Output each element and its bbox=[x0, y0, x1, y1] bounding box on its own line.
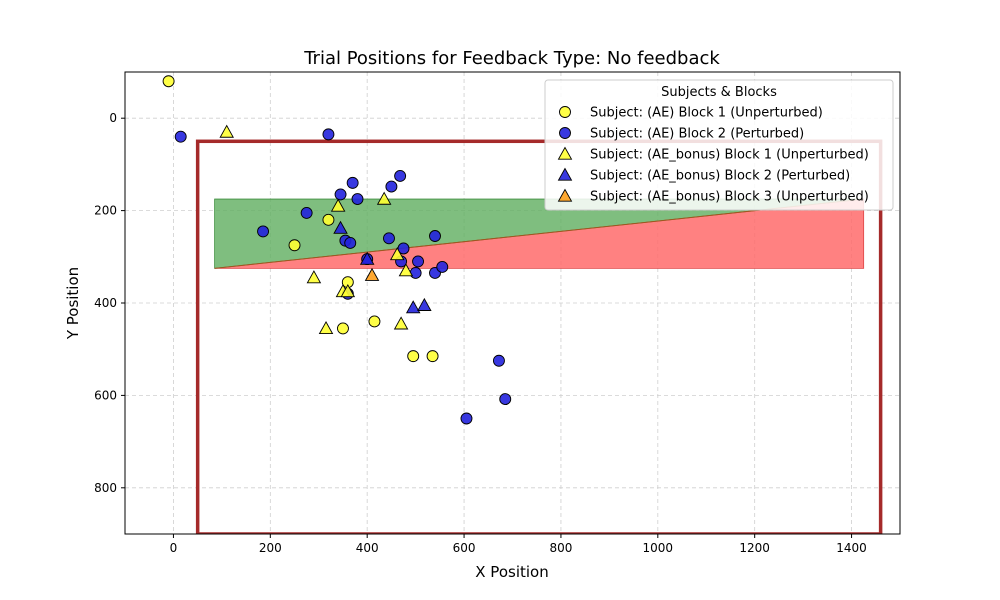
data-point-series-4 bbox=[359, 251, 375, 265]
data-point-series-2 bbox=[300, 206, 313, 219]
data-point-series-1 bbox=[288, 239, 301, 252]
legend: Subjects & Blocks Subject: (AE) Block 1 (… bbox=[544, 79, 894, 211]
plot-regions bbox=[195, 139, 883, 534]
data-point-series-2 bbox=[346, 176, 359, 189]
data-point-series-2 bbox=[383, 232, 395, 245]
data-point-series-2 bbox=[322, 128, 335, 141]
region-divider-line bbox=[214, 198, 864, 269]
y-tick-label: 200 bbox=[94, 204, 117, 218]
data-point-series-3 bbox=[340, 284, 356, 298]
data-points bbox=[162, 75, 512, 425]
data-point-series-4 bbox=[333, 220, 348, 234]
y-tick-label: 800 bbox=[94, 481, 117, 495]
data-point-series-3 bbox=[330, 198, 346, 212]
data-point-series-1 bbox=[162, 75, 175, 88]
data-point-series-3 bbox=[219, 124, 234, 138]
x-tick-label: 400 bbox=[356, 541, 379, 555]
legend-entry-4: Subject: (AE_bonus) Block 2 (Perturbed) bbox=[590, 169, 850, 184]
data-point-series-2 bbox=[460, 412, 473, 425]
data-point-series-2 bbox=[257, 225, 269, 238]
data-point-series-3 bbox=[306, 270, 322, 284]
legend-marker-4 bbox=[557, 167, 573, 181]
data-point-series-2 bbox=[385, 180, 398, 193]
y-axis-label: Y Position bbox=[64, 267, 82, 340]
data-point-series-2 bbox=[334, 188, 347, 201]
legend-entry-5: Subject: (AE_bonus) Block 3 (Unperturbed… bbox=[590, 190, 869, 205]
data-point-series-3 bbox=[398, 263, 414, 277]
legend-box bbox=[544, 79, 894, 211]
legend-entry-2: Subject: (AE) Block 2 (Perturbed) bbox=[590, 127, 804, 142]
data-point-series-2 bbox=[397, 242, 410, 255]
data-point-series-3 bbox=[393, 316, 409, 330]
legend-entry-3: Subject: (AE_bonus) Block 1 (Unperturbed… bbox=[590, 148, 869, 163]
data-point-series-2 bbox=[409, 267, 422, 279]
y-tick-label: 600 bbox=[94, 388, 117, 402]
data-point-series-2 bbox=[351, 193, 364, 206]
data-point-series-3 bbox=[376, 191, 392, 205]
legend-marker-3 bbox=[557, 146, 573, 160]
x-tick-label: 800 bbox=[549, 541, 572, 555]
data-point-series-2 bbox=[174, 130, 187, 143]
x-axis-label: X Position bbox=[475, 563, 548, 581]
data-point-series-2 bbox=[412, 255, 424, 268]
chart-title: Trial Positions for Feedback Type: No fe… bbox=[303, 48, 720, 69]
x-tick-label: 1000 bbox=[643, 541, 674, 555]
data-point-series-2 bbox=[499, 393, 512, 406]
y-axis-ticks: 0 200 400 600 800 bbox=[94, 111, 125, 495]
data-point-series-2 bbox=[436, 261, 449, 273]
data-point-series-1 bbox=[337, 322, 349, 335]
boundary-frame bbox=[195, 139, 883, 534]
data-point-series-2 bbox=[344, 236, 357, 249]
legend-marker-1 bbox=[559, 106, 571, 118]
data-point-series-2 bbox=[492, 354, 505, 367]
x-tick-label: 1200 bbox=[739, 541, 770, 555]
data-point-series-5 bbox=[364, 267, 380, 281]
y-tick-label: 0 bbox=[109, 111, 117, 125]
legend-entry-1: Subject: (AE) Block 1 (Unperturbed) bbox=[590, 106, 823, 121]
x-tick-label: 0 bbox=[170, 541, 178, 555]
data-point-series-1 bbox=[426, 350, 439, 363]
x-tick-label: 600 bbox=[453, 541, 476, 555]
legend-marker-5 bbox=[557, 188, 573, 202]
x-tick-label: 200 bbox=[259, 541, 282, 555]
data-point-series-4 bbox=[417, 297, 432, 311]
y-tick-label: 400 bbox=[94, 296, 117, 310]
data-point-series-1 bbox=[322, 213, 335, 226]
data-point-series-3 bbox=[389, 247, 405, 261]
data-point-series-4 bbox=[405, 300, 421, 314]
data-point-series-2 bbox=[394, 169, 407, 182]
legend-marker-2 bbox=[559, 127, 571, 139]
data-point-series-3 bbox=[318, 320, 334, 335]
x-axis-ticks: 0 200 400 600 800 1000 1200 1400 bbox=[170, 534, 867, 555]
data-point-series-1 bbox=[368, 315, 381, 328]
data-point-series-1 bbox=[407, 350, 420, 363]
data-point-series-2 bbox=[429, 230, 441, 242]
legend-title: Subjects & Blocks bbox=[661, 85, 777, 100]
x-tick-label: 1400 bbox=[836, 541, 867, 555]
